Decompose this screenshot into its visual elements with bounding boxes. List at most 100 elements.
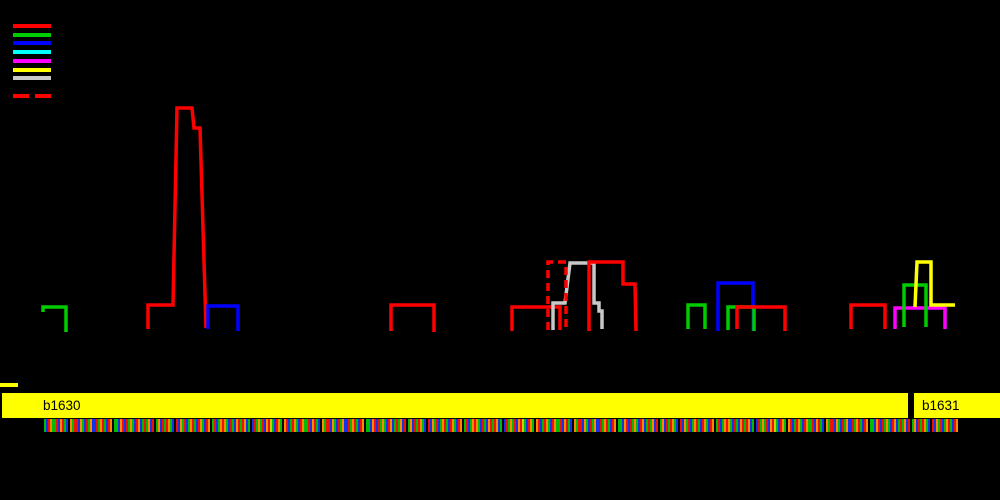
base-tick bbox=[546, 419, 548, 432]
base-tick bbox=[374, 419, 376, 432]
trace-red-dashed-a bbox=[546, 260, 568, 330]
base-tick bbox=[794, 419, 796, 432]
base-tick bbox=[584, 419, 586, 432]
base-tick bbox=[480, 419, 482, 432]
gene-label-b1631: b1631 bbox=[922, 398, 960, 413]
base-tick bbox=[850, 419, 852, 432]
base-tick bbox=[248, 419, 250, 432]
base-tick bbox=[724, 419, 726, 432]
base-tick bbox=[914, 419, 916, 432]
base-tick bbox=[842, 419, 844, 432]
base-tick bbox=[530, 419, 532, 432]
base-tick bbox=[104, 419, 106, 432]
base-tick bbox=[412, 419, 414, 432]
base-tick bbox=[614, 419, 616, 432]
base-tick bbox=[934, 419, 936, 432]
base-tick bbox=[314, 419, 316, 432]
base-tick bbox=[816, 419, 818, 432]
base-tick bbox=[100, 419, 102, 432]
base-tick bbox=[596, 419, 598, 432]
base-tick bbox=[324, 419, 326, 432]
base-tick bbox=[618, 419, 620, 432]
base-tick bbox=[830, 419, 832, 432]
base-tick bbox=[686, 419, 688, 432]
base-tick bbox=[718, 419, 720, 432]
base-tick bbox=[926, 419, 928, 432]
base-tick bbox=[800, 419, 802, 432]
base-tick bbox=[898, 419, 900, 432]
base-tick bbox=[90, 419, 92, 432]
base-tick bbox=[568, 419, 570, 432]
base-tick bbox=[272, 419, 274, 432]
base-tick bbox=[76, 419, 78, 432]
base-tick bbox=[624, 419, 626, 432]
base-tick bbox=[734, 419, 736, 432]
base-tick bbox=[696, 419, 698, 432]
base-tick bbox=[650, 419, 652, 432]
base-tick bbox=[538, 419, 540, 432]
base-tick bbox=[46, 419, 48, 432]
base-tick bbox=[956, 419, 958, 432]
base-tick bbox=[668, 419, 670, 432]
base-tick bbox=[684, 419, 686, 432]
base-tick bbox=[810, 419, 812, 432]
base-tick bbox=[520, 419, 522, 432]
base-tick bbox=[588, 419, 590, 432]
base-tick bbox=[192, 419, 194, 432]
base-tick bbox=[94, 419, 96, 432]
base-tick bbox=[774, 419, 776, 432]
gene-b1631[interactable] bbox=[914, 393, 1000, 418]
base-tick bbox=[674, 419, 676, 432]
base-tick bbox=[738, 419, 740, 432]
base-tick bbox=[654, 419, 656, 432]
base-tick bbox=[124, 419, 126, 432]
base-tick bbox=[298, 419, 300, 432]
base-tick bbox=[490, 419, 492, 432]
base-tick bbox=[274, 419, 276, 432]
base-tick bbox=[402, 419, 404, 432]
base-tick bbox=[232, 419, 234, 432]
base-tick bbox=[164, 419, 166, 432]
base-tick bbox=[256, 419, 258, 432]
base-tick bbox=[836, 419, 838, 432]
gene-b1630[interactable] bbox=[2, 393, 908, 418]
base-tick bbox=[858, 419, 860, 432]
base-tick bbox=[952, 419, 954, 432]
base-tick bbox=[730, 419, 732, 432]
base-tick bbox=[220, 419, 222, 432]
base-tick bbox=[532, 419, 534, 432]
base-tick bbox=[828, 419, 830, 432]
base-tick bbox=[600, 419, 602, 432]
base-tick bbox=[694, 419, 696, 432]
base-tick bbox=[610, 419, 612, 432]
base-tick bbox=[344, 419, 346, 432]
base-tick bbox=[938, 419, 940, 432]
base-tick bbox=[50, 419, 52, 432]
base-tick bbox=[176, 419, 178, 432]
base-tick bbox=[896, 419, 898, 432]
base-tick bbox=[768, 419, 770, 432]
base-tick bbox=[442, 419, 444, 432]
base-tick bbox=[458, 419, 460, 432]
base-tick bbox=[750, 419, 752, 432]
base-tick bbox=[446, 419, 448, 432]
base-tick bbox=[522, 419, 524, 432]
base-tick bbox=[720, 419, 722, 432]
base-tick bbox=[784, 419, 786, 432]
base-tick bbox=[396, 419, 398, 432]
base-tick bbox=[228, 419, 230, 432]
base-tick bbox=[398, 419, 400, 432]
base-tick bbox=[832, 419, 834, 432]
gene-fragment[interactable] bbox=[0, 383, 18, 387]
base-tick bbox=[148, 419, 150, 432]
trace-green-b bbox=[686, 303, 707, 329]
base-tick bbox=[554, 419, 556, 432]
base-tick bbox=[744, 419, 746, 432]
base-tick bbox=[338, 419, 340, 432]
base-tick bbox=[126, 419, 128, 432]
base-tick bbox=[52, 419, 54, 432]
base-tick bbox=[640, 419, 642, 432]
base-tick bbox=[840, 419, 842, 432]
base-tick bbox=[780, 419, 782, 432]
base-tick bbox=[92, 419, 94, 432]
